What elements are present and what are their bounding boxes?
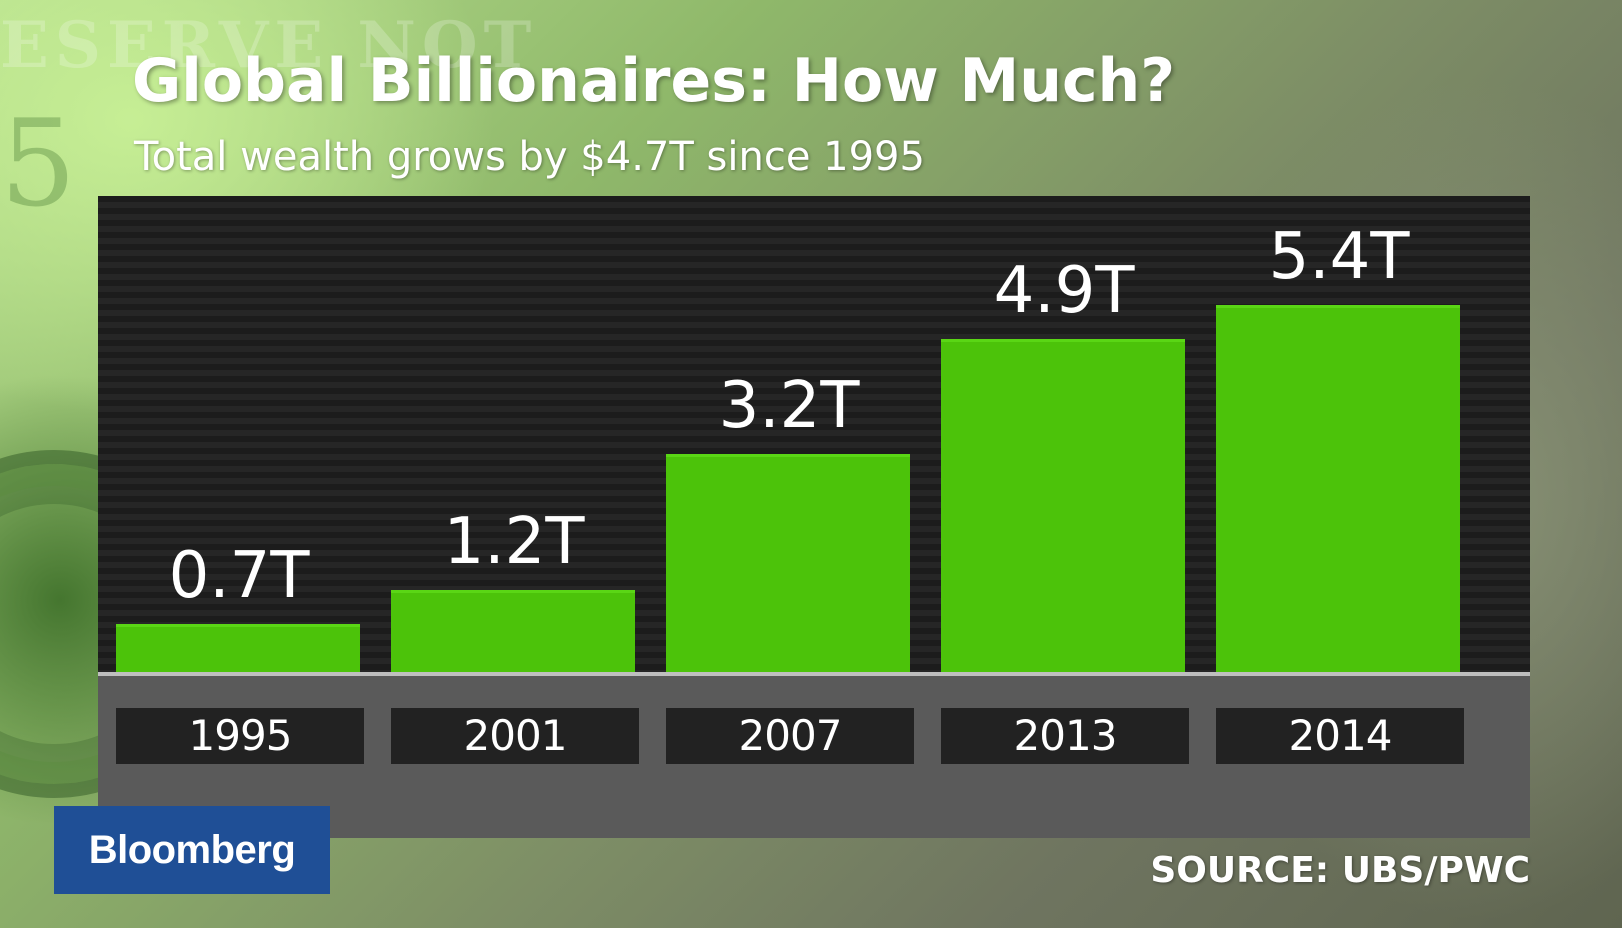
- bar-1995: [116, 624, 360, 672]
- chart-title: Global Billionaires: How Much?: [132, 46, 1176, 116]
- bar-2014: [1216, 305, 1460, 672]
- bar-2013: [941, 339, 1185, 672]
- chart-subtitle: Total wealth grows by $4.7T since 1995: [134, 134, 925, 180]
- bloomberg-logo: Bloomberg: [54, 806, 330, 894]
- bar-value-label-1995: 0.7T: [168, 539, 310, 613]
- bar-value-label-2001: 1.2T: [443, 505, 585, 579]
- bar-2001: [391, 590, 635, 672]
- banknote-background-text: ESERVE NOT: [0, 8, 538, 83]
- category-label-2007: 2007: [666, 708, 914, 764]
- source-note: SOURCE: UBS/PWC: [1150, 850, 1530, 891]
- banknote-background-number: 5: [0, 95, 77, 234]
- category-label-2014: 2014: [1216, 708, 1464, 764]
- chart-panel: 0.7T 1995 1.2T 2001 3.2T 2007 4.9T 2013 5.4T 2014: [98, 196, 1530, 838]
- category-label-1995: 1995: [116, 708, 364, 764]
- bar-value-label-2013: 4.9T: [993, 254, 1135, 328]
- bar-value-label-2014: 5.4T: [1268, 220, 1410, 294]
- bar-value-label-2007: 3.2T: [718, 369, 860, 443]
- category-label-2001: 2001: [391, 708, 639, 764]
- bar-2007: [666, 454, 910, 672]
- category-label-2013: 2013: [941, 708, 1189, 764]
- chart-baseline: [98, 672, 1530, 676]
